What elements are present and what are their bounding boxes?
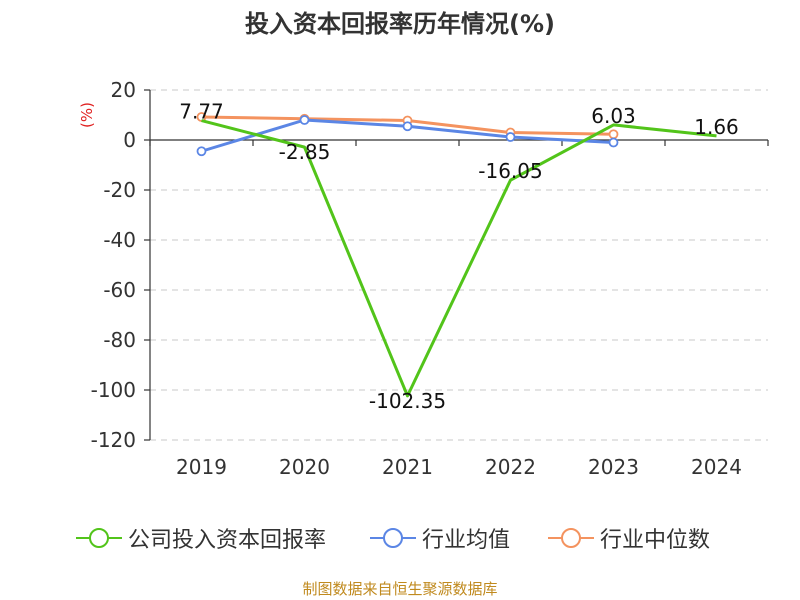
y-tick-label: -120 bbox=[91, 428, 136, 452]
legend-item-industry-mean[interactable]: 行业均值 bbox=[370, 518, 510, 558]
legend-label: 公司投入资本回报率 bbox=[128, 528, 327, 553]
data-labels: 7.77 -2.85 -102.35 -16.05 6.03 1.66 bbox=[179, 100, 739, 413]
y-tick-label: -40 bbox=[103, 228, 136, 252]
series-point bbox=[196, 146, 207, 157]
legend-line-marker-icon bbox=[370, 528, 416, 548]
data-label: 7.77 bbox=[179, 100, 224, 124]
series-point bbox=[505, 132, 516, 142]
legend-line-marker-icon bbox=[76, 528, 122, 548]
y-tick-label: 20 bbox=[111, 78, 136, 102]
series-lines bbox=[196, 112, 717, 398]
y-tick-label: -60 bbox=[103, 278, 136, 302]
legend-label: 行业中位数 bbox=[600, 528, 711, 553]
series-point bbox=[402, 121, 413, 132]
legend: 公司投入资本回报率 行业均值 行业中位数 bbox=[0, 518, 800, 558]
y-tick-label: -100 bbox=[91, 378, 136, 402]
source-footer: 制图数据来自恒生聚源数据库 bbox=[302, 580, 498, 598]
series-point bbox=[608, 129, 619, 140]
x-tick-label: 2019 bbox=[176, 455, 227, 479]
data-label: 6.03 bbox=[591, 104, 636, 128]
x-tick-label: 2020 bbox=[279, 455, 330, 479]
y-tick-label: 0 bbox=[123, 128, 136, 152]
legend-line-marker-icon bbox=[548, 528, 594, 548]
x-tick-label: 2022 bbox=[485, 455, 536, 479]
x-tick-label: 2024 bbox=[691, 455, 742, 479]
legend-item-industry-median[interactable]: 行业中位数 bbox=[548, 518, 710, 558]
data-label: 1.66 bbox=[694, 115, 739, 139]
data-label: -102.35 bbox=[369, 389, 446, 413]
y-tick-label: -80 bbox=[103, 328, 136, 352]
x-tick-label: 2023 bbox=[588, 455, 639, 479]
axes: 20 0 -20 -40 -60 -80 -100 -120 2019 2020 2021 2022 2… bbox=[91, 78, 769, 479]
legend-label: 行业均值 bbox=[422, 528, 511, 553]
x-tick-label: 2021 bbox=[382, 455, 433, 479]
series-point bbox=[299, 115, 310, 125]
series-point bbox=[608, 137, 619, 148]
data-label: -2.85 bbox=[279, 140, 331, 164]
chart-title: 投入资本回报率历年情况(%) bbox=[245, 10, 555, 38]
data-label: -16.05 bbox=[478, 159, 542, 183]
y-tick-label: -20 bbox=[103, 178, 136, 202]
series-line bbox=[201, 119, 717, 398]
legend-item-company-roic[interactable]: 公司投入资本回报率 bbox=[76, 518, 326, 558]
